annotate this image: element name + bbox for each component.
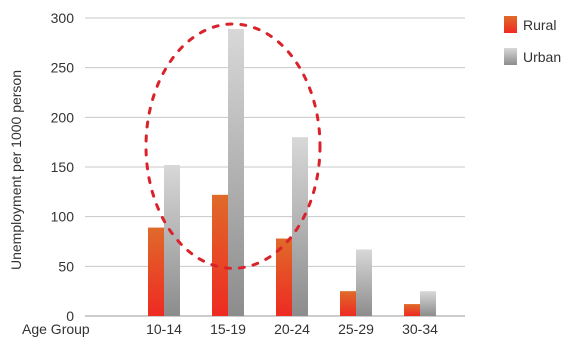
y-tick-label: 50 <box>58 258 74 274</box>
y-axis-ticks: 0 50 100 150 200 250 300 <box>51 10 75 324</box>
x-tick-label: 25-29 <box>338 321 374 337</box>
x-tick-label: 20-24 <box>274 321 310 337</box>
y-tick-label: 100 <box>51 209 75 225</box>
legend-label-urban: Urban <box>523 49 561 65</box>
bar-urban <box>228 28 244 316</box>
dashed-ellipse <box>144 22 322 270</box>
bar-urban <box>164 165 180 316</box>
bar-urban <box>356 249 372 316</box>
y-tick-label: 0 <box>66 308 74 324</box>
bar-rural <box>212 194 228 316</box>
bar-rural <box>404 304 420 316</box>
bar-rural <box>276 238 292 316</box>
legend-label-rural: Rural <box>523 17 556 33</box>
x-tick-label: 10-14 <box>146 321 182 337</box>
bar-rural <box>148 227 164 316</box>
y-tick-label: 300 <box>51 10 75 26</box>
highlight-ellipse <box>144 22 322 270</box>
y-tick-label: 250 <box>51 60 75 76</box>
bar-rural <box>340 291 356 316</box>
y-axis-label: Unemployment per 1000 person <box>8 70 24 270</box>
x-tick-label: 30-34 <box>402 321 438 337</box>
bar-urban <box>420 291 436 316</box>
legend: Rural Urban <box>504 16 561 65</box>
gridlines <box>85 17 465 317</box>
x-tick-label: 15-19 <box>210 321 246 337</box>
bars <box>148 28 436 316</box>
y-tick-label: 150 <box>51 159 75 175</box>
legend-swatch-rural <box>504 16 517 33</box>
legend-swatch-urban <box>504 48 517 65</box>
x-axis-label: Age Group <box>22 321 90 337</box>
y-tick-label: 200 <box>51 109 75 125</box>
x-axis-ticks: 10-14 15-19 20-24 25-29 30-34 <box>146 321 438 337</box>
